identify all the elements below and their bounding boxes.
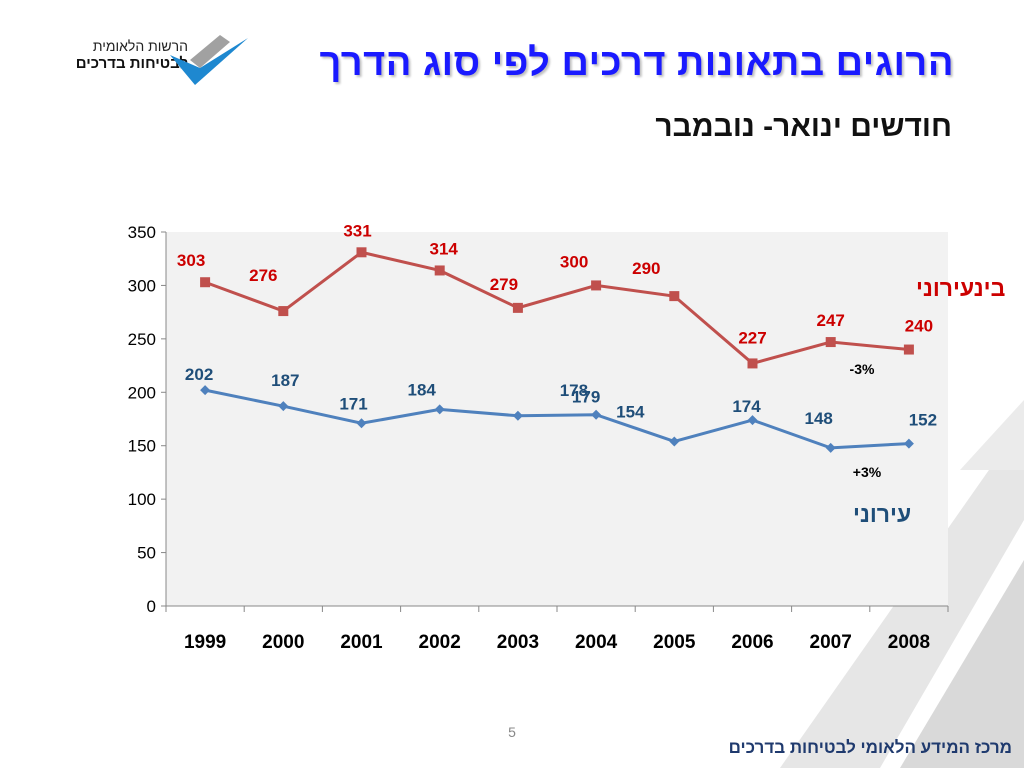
- data-label: 202: [185, 365, 213, 384]
- series-1-point: [200, 385, 211, 396]
- x-tick-label: 2003: [497, 632, 539, 653]
- data-label: 174: [732, 397, 761, 416]
- page-number: 5: [508, 724, 516, 740]
- data-label: 179: [572, 388, 600, 407]
- series-1-point: [356, 418, 367, 429]
- data-label: 148: [805, 409, 833, 428]
- y-tick-label: 150: [128, 437, 156, 456]
- series-0-point: [200, 277, 211, 288]
- data-label: 314: [430, 239, 459, 258]
- page-subtitle: חודשים ינואר- נובמבר: [655, 110, 952, 143]
- series-1-point: [669, 436, 680, 447]
- series-1-point: [512, 410, 523, 421]
- y-tick-label: 300: [128, 276, 156, 295]
- logo: הרשות הלאומית לבטיחות בדרכים: [30, 30, 250, 90]
- data-label: 300: [560, 252, 588, 271]
- series-name-label: בינעירוני: [916, 275, 1005, 301]
- plot-area: [166, 232, 948, 606]
- x-tick-label: 2004: [575, 632, 618, 653]
- series-1-point: [434, 404, 445, 415]
- y-tick-label: 200: [128, 383, 156, 402]
- x-tick-label: 2001: [340, 632, 383, 653]
- line-chart: 0 50 100 150 200 250 300 350 1999 2000 2001 2002 200…: [128, 221, 1006, 653]
- x-tick-label: 2007: [810, 632, 852, 653]
- data-label: 184: [408, 380, 437, 399]
- series-1-point: [825, 442, 836, 453]
- series-0-point: [512, 302, 523, 313]
- series-0-point: [434, 265, 445, 276]
- data-label: 279: [490, 275, 518, 294]
- series-0-point: [747, 358, 758, 369]
- series-0-point: [591, 280, 602, 291]
- data-label: 178: [560, 381, 588, 400]
- series-name-label: עירוני: [853, 501, 911, 527]
- data-label: 152: [909, 411, 937, 430]
- series-0-point: [825, 337, 836, 348]
- series-line-1: [204, 388, 909, 450]
- data-label: 247: [817, 311, 845, 330]
- series-1-point: [591, 409, 602, 420]
- series-0-point: [356, 247, 367, 258]
- x-tick-label: 1999: [184, 632, 226, 653]
- data-label: 331: [343, 221, 371, 240]
- y-tick-label: 0: [147, 597, 156, 616]
- data-label: 187: [271, 371, 299, 390]
- data-label: 171: [339, 394, 367, 413]
- series-1-point: [903, 438, 914, 449]
- annotation: -3%: [850, 361, 875, 377]
- data-label: 290: [632, 259, 660, 278]
- x-tick-label: 2000: [262, 632, 304, 653]
- footer-org: מרכז המידע הלאומי לבטיחות בדרכים: [728, 738, 1012, 757]
- series-1-point: [278, 401, 289, 412]
- page-title: הרוגים בתאונות דרכים לפי סוג הדרך: [319, 42, 954, 84]
- data-label: 240: [905, 317, 933, 336]
- annotation: +3%: [853, 464, 882, 480]
- y-tick-label: 250: [128, 330, 156, 349]
- data-label: 303: [177, 251, 205, 270]
- x-tick-label: 2002: [419, 632, 461, 653]
- x-tick-label: 2005: [653, 632, 696, 653]
- x-tick-label: 2006: [731, 632, 773, 653]
- series-1-point: [747, 415, 758, 426]
- y-tick-label: 350: [128, 223, 156, 242]
- y-tick-label: 50: [137, 544, 156, 563]
- series-0-point: [669, 291, 680, 302]
- x-tick-label: 2008: [888, 632, 930, 653]
- y-tick-label: 100: [128, 490, 156, 509]
- data-label: 227: [738, 328, 766, 347]
- logo-line-1: הרשות הלאומית: [92, 38, 188, 54]
- logo-line-2: לבטיחות בדרכים: [75, 55, 188, 72]
- series-0-point: [903, 344, 914, 355]
- series-0-point: [278, 306, 289, 317]
- series-line-0: [204, 250, 910, 366]
- logo-checkmark-icon: [170, 35, 248, 85]
- data-label: 276: [249, 266, 277, 285]
- data-label: 154: [616, 402, 645, 421]
